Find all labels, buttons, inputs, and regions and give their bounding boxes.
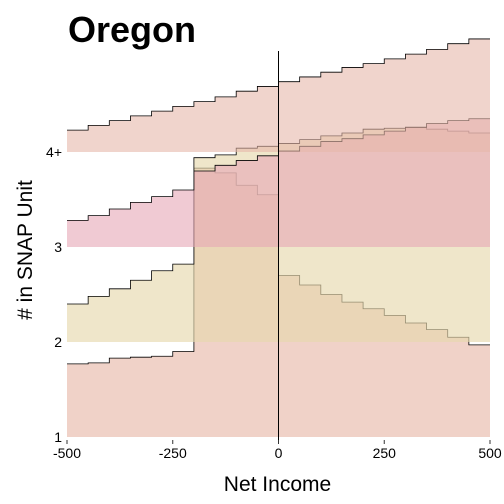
y-axis-title: # in SNAP Unit	[14, 180, 37, 320]
x-tick-label: -250	[159, 445, 187, 461]
x-tick-label: 250	[373, 445, 397, 461]
y-tick-label: 2	[54, 334, 62, 350]
y-tick-label: 3	[54, 239, 62, 255]
chart-title: Oregon	[68, 9, 196, 50]
x-tick-label: -500	[53, 445, 81, 461]
y-tick-label: 1	[54, 429, 62, 445]
x-tick-label: 0	[275, 445, 283, 461]
y-tick-label: 4+	[46, 144, 62, 160]
y-axis-ticks: 1 2 3 4+	[46, 144, 62, 445]
x-axis-ticks: -500 -250 0 250 500	[53, 440, 502, 461]
x-axis-title: Net Income	[224, 473, 331, 496]
x-tick-label: 500	[478, 445, 502, 461]
